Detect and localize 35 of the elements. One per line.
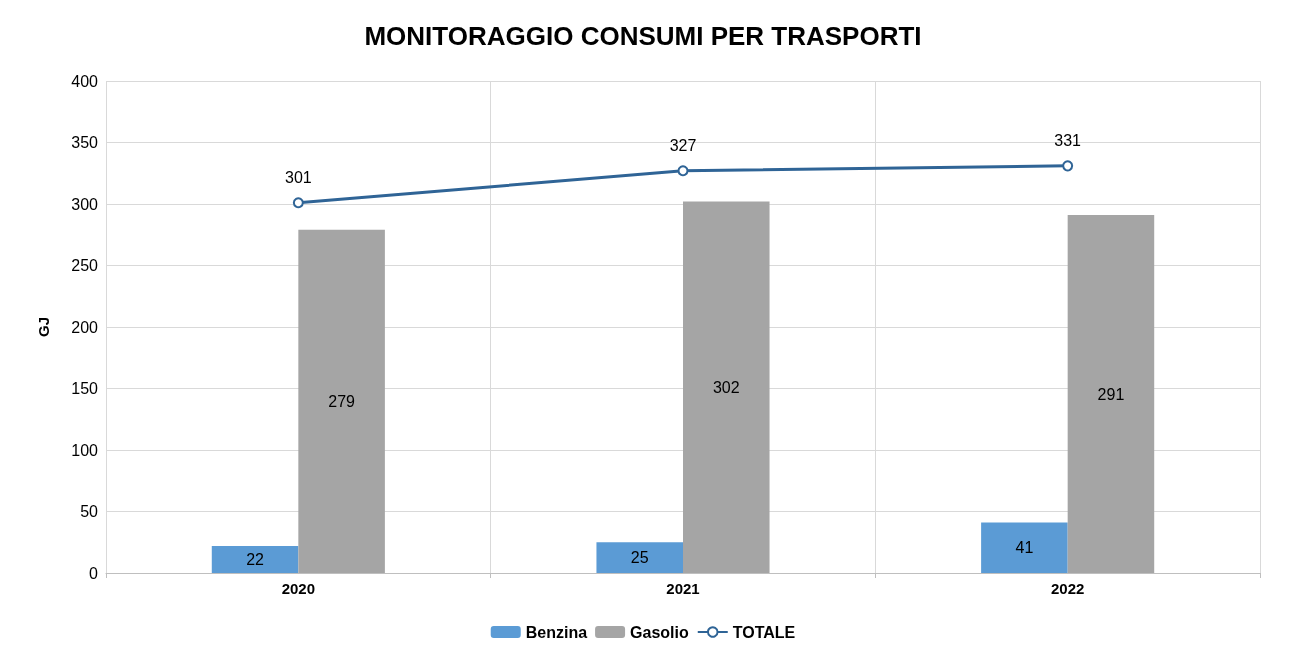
point [292,197,304,209]
y-axis-title: GJ [35,316,52,338]
point [677,165,689,177]
bar [211,545,299,573]
y-tick-label: 150 [71,380,99,397]
y-tick-label: 100 [71,441,99,459]
x-tick-label: 2020 [281,580,316,597]
bar [298,229,385,573]
y-tick-label: 50 [80,503,99,520]
data-label: 291 [1097,385,1125,403]
bar [981,522,1068,573]
y-tick-label: 200 [71,318,99,336]
chart-title: MONITORAGGIO CONSUMI PER TRASPORTI [364,21,922,51]
data-label: 331 [1054,131,1082,149]
legend-label: TOTALE [732,623,796,641]
bar [596,542,683,573]
data-label: 327 [669,136,697,154]
data-label: 302 [712,378,740,396]
y-tick-label: 350 [71,134,99,151]
x-tick-label: 2022 [1050,580,1085,597]
legend-label: Benzina [525,623,588,641]
y-tick-label: 300 [71,195,99,213]
legend-label: Gasolio [630,623,689,641]
data-label: 22 [246,550,265,568]
data-label: 25 [630,549,649,567]
bar [683,201,770,573]
data-label: 41 [1015,539,1034,557]
point [1062,160,1074,172]
data-label: 279 [328,392,356,410]
x-tick-label: 2021 [666,580,700,597]
data-label: 301 [284,168,312,186]
bar [1067,215,1155,573]
y-tick-label: 400 [71,72,99,90]
y-tick-label: 0 [89,564,99,582]
y-tick-label: 250 [71,257,99,274]
